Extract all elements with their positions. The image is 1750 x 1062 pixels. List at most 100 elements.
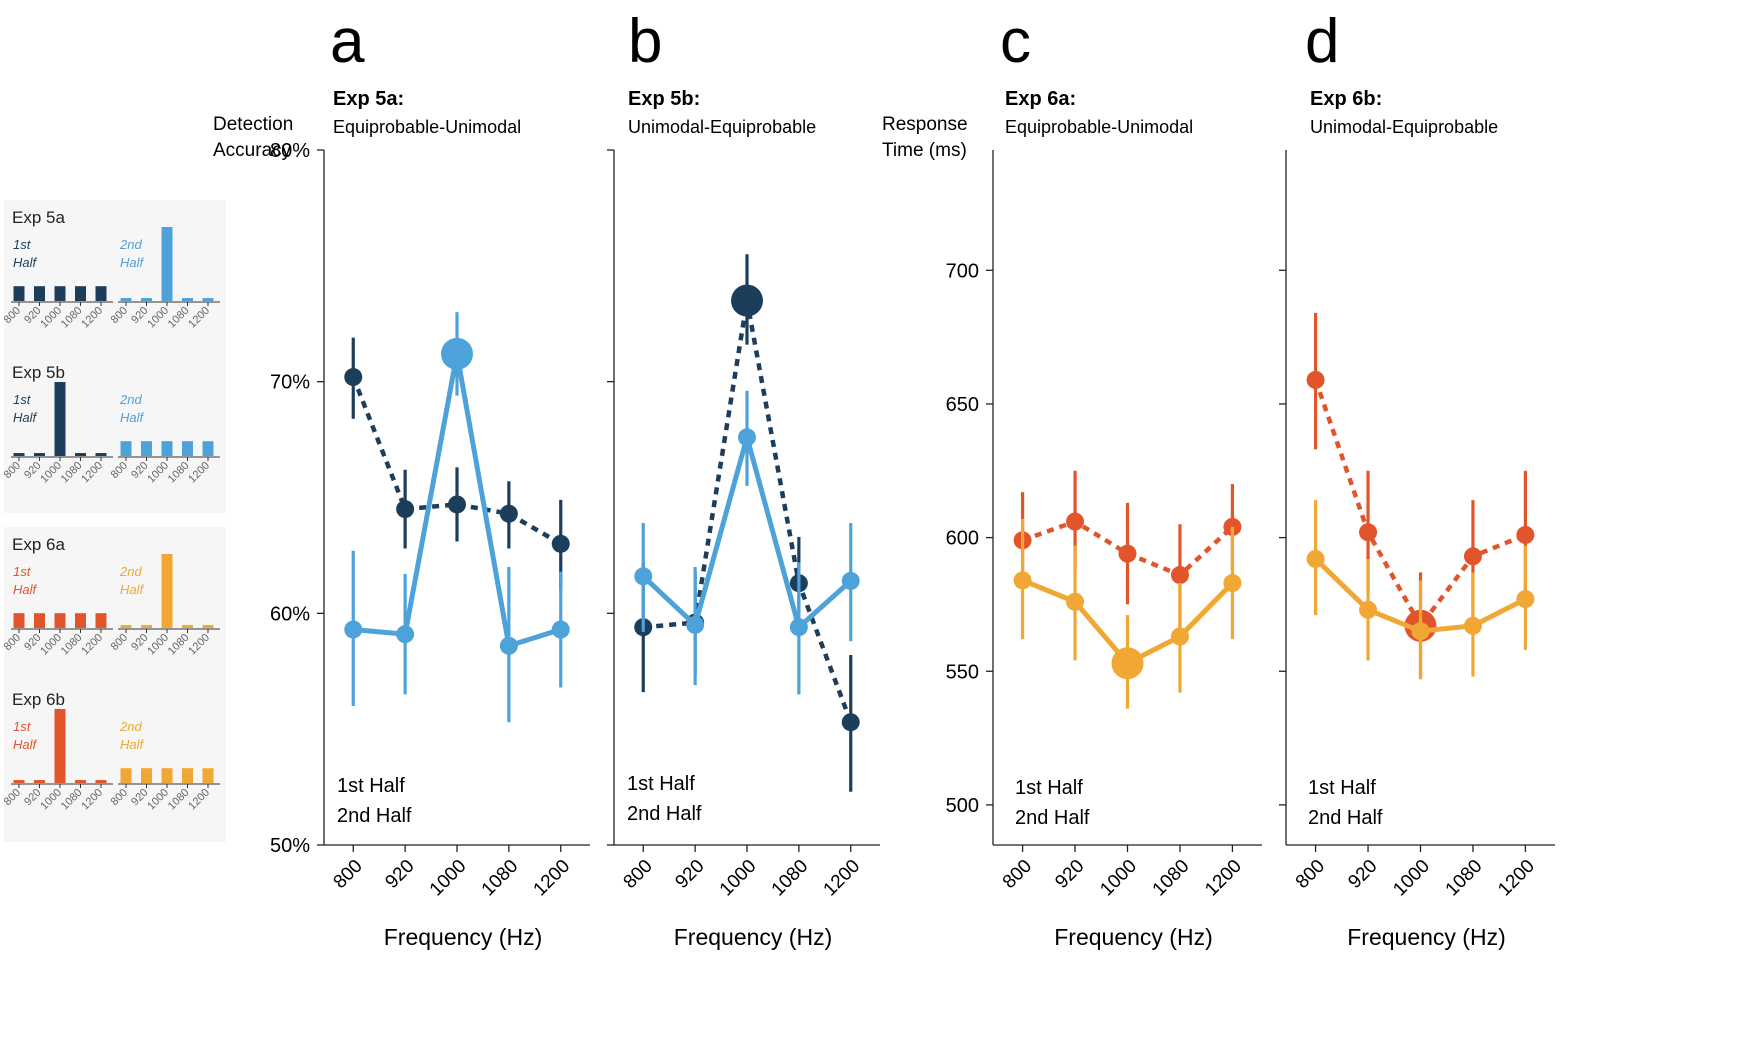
inset-bar (95, 453, 107, 456)
x-tick-label: 920 (1051, 856, 1088, 893)
x-tick-label: 800 (620, 856, 657, 893)
inset-bar (202, 625, 214, 628)
chart-title-line1: Exp 5b: (628, 88, 700, 110)
x-tick-label: 800 (330, 856, 367, 893)
legend-entry-second-half: 2nd Half (337, 805, 412, 827)
data-point (686, 615, 705, 634)
inset-bar (95, 780, 107, 783)
inset-bar (54, 286, 66, 301)
inset-bar (13, 780, 25, 783)
chart-title-line2: Equiprobable-Unimodal (1005, 117, 1193, 137)
data-point (1359, 600, 1378, 619)
x-tick-label: 1000 (1389, 856, 1434, 901)
y-axis-label-line1: Detection (213, 114, 293, 135)
data-point (551, 534, 570, 553)
series-second-half (344, 312, 570, 723)
data-point (1359, 523, 1378, 542)
inset-bar (182, 441, 193, 456)
data-point (551, 620, 570, 639)
inset-bar (120, 768, 132, 783)
inset-bar (54, 709, 66, 783)
data-point (841, 713, 860, 732)
data-point (789, 618, 808, 637)
y-tick-label: 70% (270, 372, 310, 394)
inset-bar (161, 768, 173, 783)
inset-half-label-line2: Half (120, 255, 145, 270)
inset-half-label-line2: Half (13, 410, 38, 425)
inset-bar (95, 613, 107, 628)
inset-half-label-line1: 2nd (119, 564, 142, 579)
inset-bar (34, 780, 45, 783)
x-tick-label: 1200 (1494, 856, 1539, 901)
data-point (1170, 566, 1189, 585)
inset-bar (120, 625, 132, 628)
inset-bar (34, 286, 45, 301)
y-tick-label: 50% (270, 835, 310, 857)
panel-letter: c (1000, 7, 1031, 76)
x-tick-label: 1080 (1442, 856, 1487, 901)
data-point (1411, 622, 1430, 641)
data-point (731, 284, 763, 317)
inset-half-label-line1: 1st (13, 564, 32, 579)
data-point (1463, 547, 1482, 566)
inset-background (4, 682, 226, 842)
chart-title-line1: Exp 6a: (1005, 88, 1076, 110)
inset-bar (161, 227, 173, 301)
x-tick-label: 1000 (426, 856, 471, 901)
data-point (441, 337, 473, 370)
legend-entry-first-half: 1st Half (337, 775, 405, 797)
y-axis-label-line2: Time (ms) (882, 140, 967, 161)
panel-letter: b (628, 7, 662, 76)
inset-bar (75, 780, 86, 783)
data-point (1013, 571, 1032, 590)
data-point (344, 368, 363, 387)
panel-letter: d (1305, 7, 1339, 76)
y-axis-label-line1: Response (882, 114, 968, 135)
data-point (1223, 574, 1242, 593)
x-axis-label: Frequency (Hz) (384, 924, 542, 950)
x-tick-label: 920 (671, 856, 708, 893)
inset-half-label-line1: 1st (13, 237, 32, 252)
chart-panels: a Exp 5a: Equiprobable-Unimodal Detection Ac… (213, 7, 1555, 950)
inset-half-label-line1: 1st (13, 719, 32, 734)
panel-a: a Exp 5a: Equiprobable-Unimodal Detection Ac… (213, 7, 590, 950)
x-tick-label: 800 (1292, 856, 1329, 893)
inset-bar (202, 441, 214, 456)
x-tick-label: 1080 (478, 856, 523, 901)
inset-bar (141, 625, 152, 628)
legend-entry-second-half: 2nd Half (627, 803, 702, 825)
x-axis-label: Frequency (Hz) (674, 924, 832, 950)
data-point (1066, 592, 1085, 611)
series-second-half (1306, 500, 1535, 680)
x-tick-label: 920 (381, 856, 418, 893)
x-tick-label: 1200 (820, 856, 865, 901)
inset-half-label-line1: 2nd (119, 237, 142, 252)
y-axis-label-line2: Accuracy (213, 140, 292, 161)
data-point (396, 625, 415, 644)
inset-bar (75, 453, 86, 456)
inset-half-label-line1: 2nd (119, 719, 142, 734)
inset-bar (54, 613, 66, 628)
chart-title-line1: Exp 6b: (1310, 88, 1382, 110)
data-point (1170, 627, 1189, 646)
inset-bar (75, 286, 86, 301)
data-point (841, 571, 860, 590)
y-tick-label: 500 (946, 795, 979, 817)
inset-background (4, 200, 226, 355)
series-line (1313, 379, 1527, 629)
data-point (1066, 512, 1085, 531)
inset-bar (95, 286, 107, 301)
inset-bar (34, 453, 45, 456)
legend-entry-first-half: 1st Half (1015, 777, 1083, 799)
inset-bar (13, 613, 25, 628)
data-point (1516, 525, 1535, 544)
y-tick-label: 60% (270, 603, 310, 625)
inset-label: Exp 5b (12, 363, 65, 382)
data-point (396, 500, 415, 519)
data-point (1306, 549, 1325, 568)
data-point (1118, 544, 1137, 563)
inset-bar (120, 298, 132, 301)
y-tick-label: 600 (946, 528, 979, 550)
